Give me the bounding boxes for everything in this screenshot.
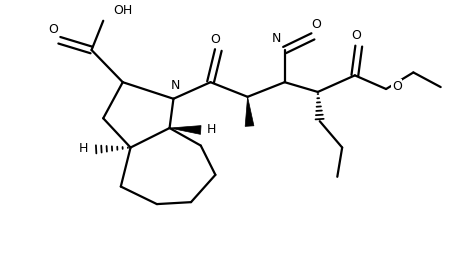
Text: O: O [311, 18, 321, 31]
Text: O: O [211, 33, 220, 46]
Polygon shape [170, 126, 201, 134]
Text: O: O [351, 29, 361, 42]
Text: N: N [171, 79, 180, 92]
Text: OH: OH [113, 4, 132, 17]
Text: O: O [49, 23, 59, 36]
Text: H: H [78, 142, 88, 155]
Text: H: H [207, 122, 216, 135]
Text: O: O [392, 79, 402, 93]
Text: N: N [272, 32, 281, 45]
Polygon shape [245, 97, 254, 126]
